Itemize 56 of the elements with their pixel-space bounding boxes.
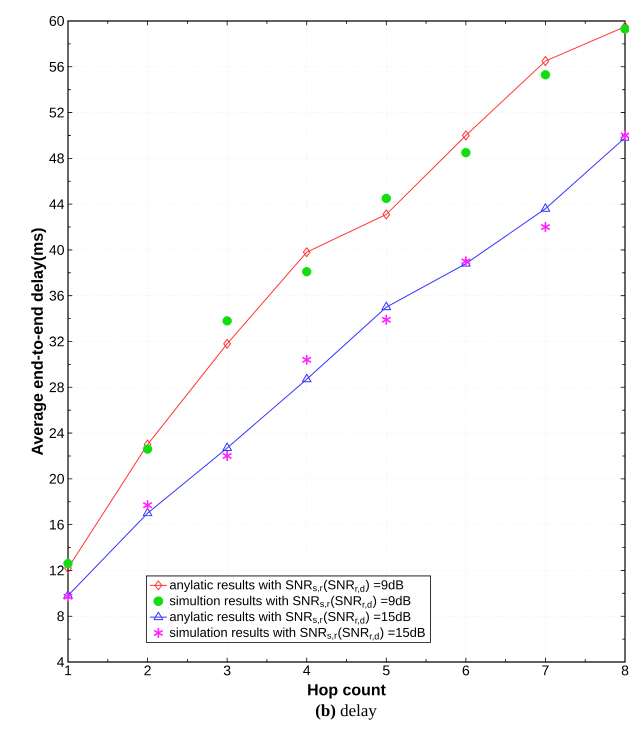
x-tick-label: 2 (144, 666, 151, 676)
x-tick-label: 5 (382, 666, 390, 676)
point (63, 558, 73, 568)
point (302, 374, 312, 382)
x-tick-label: 4 (303, 666, 310, 676)
point (542, 56, 550, 66)
text: (b) delay (316, 704, 377, 720)
point (223, 338, 232, 349)
y-tick-label: 52 (50, 108, 64, 118)
x-tick-label: 6 (462, 666, 470, 676)
y-tick-label: 4 (57, 657, 64, 667)
y-axis-title: Average end-to-end delay(ms) (31, 228, 46, 456)
point (620, 24, 629, 34)
point (382, 209, 390, 220)
point (381, 314, 392, 326)
y-tick-label: 40 (49, 244, 64, 255)
point (540, 221, 551, 233)
x-tick-label: 7 (542, 666, 549, 676)
x-tick-label: 8 (622, 666, 628, 676)
point (142, 444, 152, 454)
point (142, 508, 152, 516)
y-tick-label: 56 (50, 62, 64, 72)
point (142, 499, 153, 511)
point (222, 450, 232, 462)
point (222, 442, 232, 451)
point (381, 302, 392, 310)
y-tick-label: 36 (49, 290, 64, 301)
y-tick-label: 28 (50, 382, 64, 392)
y-tick-label: 32 (49, 336, 64, 346)
x-axis-title: Hop count (308, 684, 386, 699)
x-tick-label: 1 (65, 666, 72, 676)
point (62, 590, 74, 603)
point (382, 194, 391, 204)
legend-label: anylatic results with SNR$_{s,r}$(SNR$_{r,d}$) =15dB (170, 612, 410, 625)
point (302, 247, 311, 258)
point (302, 266, 312, 276)
legend-label: simulation results with SNR$_{s,r}$(SNR$_{r,d}$) =15dB (170, 628, 425, 640)
point (302, 354, 312, 366)
y-tick-label: 60 (50, 16, 64, 26)
y-tick-label: 24 (50, 428, 64, 438)
y-tick-label: 44 (49, 199, 64, 209)
point (460, 256, 471, 268)
legend-label: anylatic results with SNR$_{s,r}$(SNR$_{r,d}$) =9dB (170, 580, 404, 593)
point (461, 148, 471, 158)
point (462, 130, 470, 140)
point (620, 130, 629, 142)
y-tick-label: 8 (57, 611, 64, 622)
y-tick-label: 12 (50, 566, 64, 576)
point (540, 203, 550, 212)
y-tick-label: 16 (50, 520, 64, 530)
x-tick-label: 3 (224, 666, 230, 676)
legend-label: simultion results with SNR$_{s,r}$(SNR$_{r,d}$) =9dB (170, 596, 410, 609)
point (540, 70, 550, 80)
point (222, 316, 232, 326)
y-tick-label: 20 (50, 474, 64, 484)
y-tick-label: 48 (49, 153, 64, 164)
